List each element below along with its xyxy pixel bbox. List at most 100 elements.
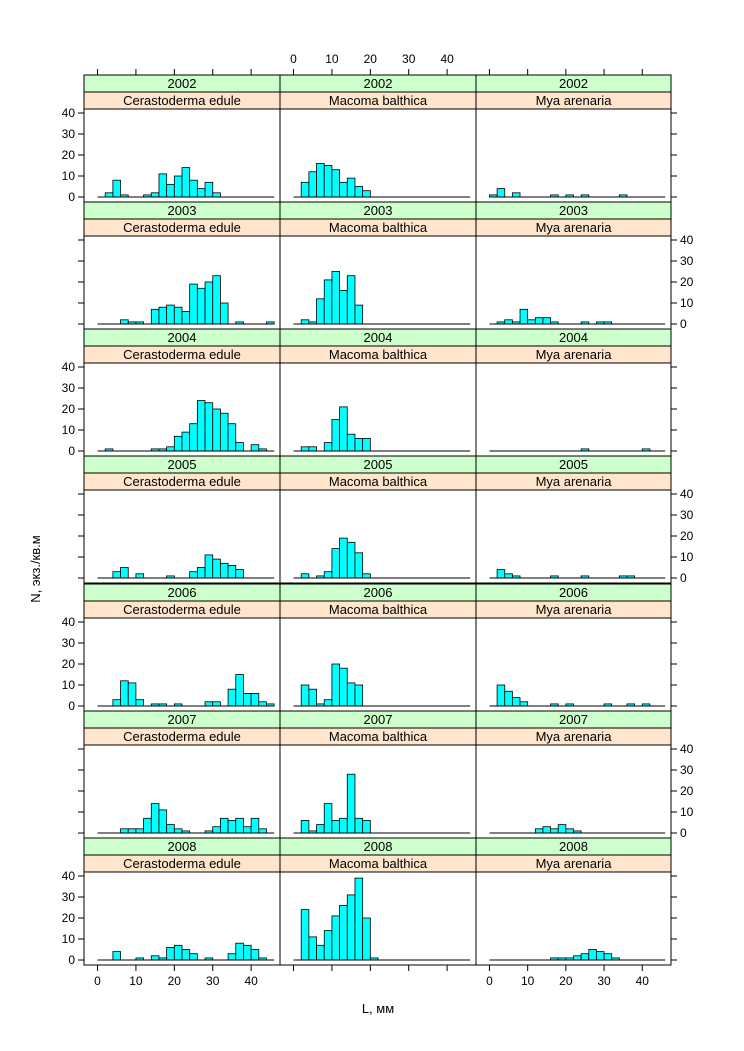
histogram-bar: [323, 571, 333, 579]
y-tick-label: 0: [68, 953, 75, 967]
histogram-bar: [181, 310, 191, 325]
histogram-bar: [300, 909, 310, 961]
x-tick-label: 30: [597, 974, 611, 988]
y-tick-label: 40: [62, 869, 76, 883]
histogram-bar: [331, 820, 341, 834]
species-label: Macoma balthica: [329, 856, 428, 871]
histogram-bar: [300, 446, 310, 452]
x-tick-label: 0: [94, 974, 101, 988]
x-tick-label: 40: [636, 974, 650, 988]
histogram-bar: [158, 306, 168, 325]
panel-frame: [475, 489, 672, 584]
species-label: Cerastoderma edule: [123, 474, 241, 489]
histogram-bar: [504, 573, 513, 579]
panel-frame: [279, 235, 477, 330]
histogram-bar: [316, 298, 325, 325]
histogram-bar: [166, 304, 175, 325]
histogram-bar: [120, 319, 129, 325]
histogram-bar: [143, 817, 152, 834]
x-tick-label: 0: [290, 52, 297, 66]
histogram-bar: [166, 824, 175, 834]
year-label: 2002: [559, 76, 588, 91]
x-tick-label: 30: [402, 52, 416, 66]
x-tick-label: 20: [364, 52, 378, 66]
histogram-bar: [243, 693, 252, 707]
histogram-bar: [227, 688, 237, 707]
histogram-bar: [323, 803, 333, 834]
histogram-bar: [300, 820, 310, 834]
histogram-bar: [120, 680, 129, 707]
histogram-bar: [189, 283, 198, 325]
histogram-bar: [150, 192, 160, 198]
histogram-bar: [112, 571, 121, 579]
species-strip: [475, 854, 672, 873]
y-tick-label: 30: [680, 763, 694, 777]
histogram-bar: [166, 446, 175, 452]
species-strip: [475, 472, 672, 491]
year-label: 2008: [168, 839, 197, 854]
species-label: Macoma balthica: [329, 474, 428, 489]
histogram-bar: [354, 552, 364, 579]
year-label: 2004: [168, 330, 197, 345]
histogram-bar: [166, 947, 175, 961]
panel-frame: [279, 362, 477, 457]
histogram-bar: [112, 699, 121, 707]
histogram-bar: [250, 444, 260, 452]
histogram-bar: [331, 419, 341, 452]
y-tick-label: 10: [62, 423, 76, 437]
y-tick-label: 10: [62, 169, 76, 183]
histogram-bar: [196, 567, 206, 579]
histogram-bar: [496, 569, 506, 579]
histogram-bar: [181, 949, 191, 961]
y-tick-label: 10: [680, 805, 694, 819]
histogram-bar: [323, 442, 333, 452]
histogram-bar: [250, 817, 260, 834]
histogram-bar: [354, 437, 364, 452]
y-tick-label: 30: [680, 508, 694, 522]
species-strip: [475, 600, 672, 619]
histogram-bar: [158, 809, 168, 834]
histogram-bar: [219, 817, 229, 834]
histogram-bar: [235, 674, 244, 707]
year-label: 2004: [364, 330, 393, 345]
histogram-bar: [243, 944, 252, 961]
y-tick-label: 0: [68, 190, 75, 204]
histogram-bar: [181, 167, 191, 198]
year-label: 2003: [168, 203, 197, 218]
y-tick-label: 10: [680, 550, 694, 564]
species-label: Mya arenaria: [536, 93, 613, 108]
panel-frame: [83, 744, 281, 839]
y-tick-label: 0: [680, 571, 687, 585]
species-label: Cerastoderma edule: [123, 347, 241, 362]
histogram-bar: [580, 953, 590, 961]
species-label: Mya arenaria: [536, 220, 613, 235]
histogram-bar: [212, 701, 221, 707]
histogram-bar: [346, 682, 356, 707]
histogram-bar: [135, 828, 144, 834]
histogram-bar: [219, 412, 229, 452]
x-tick-label: 10: [129, 974, 143, 988]
y-tick-label: 30: [62, 636, 76, 650]
species-label: Mya arenaria: [536, 729, 613, 744]
histogram-bar: [519, 308, 529, 325]
histogram-bar: [112, 951, 121, 961]
x-tick-label: 10: [521, 974, 535, 988]
histogram-bar: [346, 541, 356, 579]
x-tick-label: 40: [440, 52, 454, 66]
histogram-bar: [120, 828, 129, 834]
histogram-bar: [362, 190, 371, 198]
species-label: Macoma balthica: [329, 93, 428, 108]
species-label: Macoma balthica: [329, 602, 428, 617]
histogram-bar: [596, 951, 605, 961]
y-tick-label: 20: [680, 529, 694, 543]
histogram-bar: [496, 188, 506, 198]
histogram-bar: [308, 446, 317, 452]
histogram-bar: [212, 192, 221, 198]
histogram-bar: [235, 442, 244, 452]
panel-frame: [475, 235, 672, 330]
histogram-bar: [511, 192, 521, 198]
x-tick-label: 10: [325, 52, 339, 66]
axes: 0 10 20 30 40 0 10 20 30 40 0 10 20 30 40 0 10 20 30 40 0 10 2…: [62, 52, 694, 988]
histogram-bar: [227, 953, 237, 961]
year-label: 2005: [168, 457, 197, 472]
